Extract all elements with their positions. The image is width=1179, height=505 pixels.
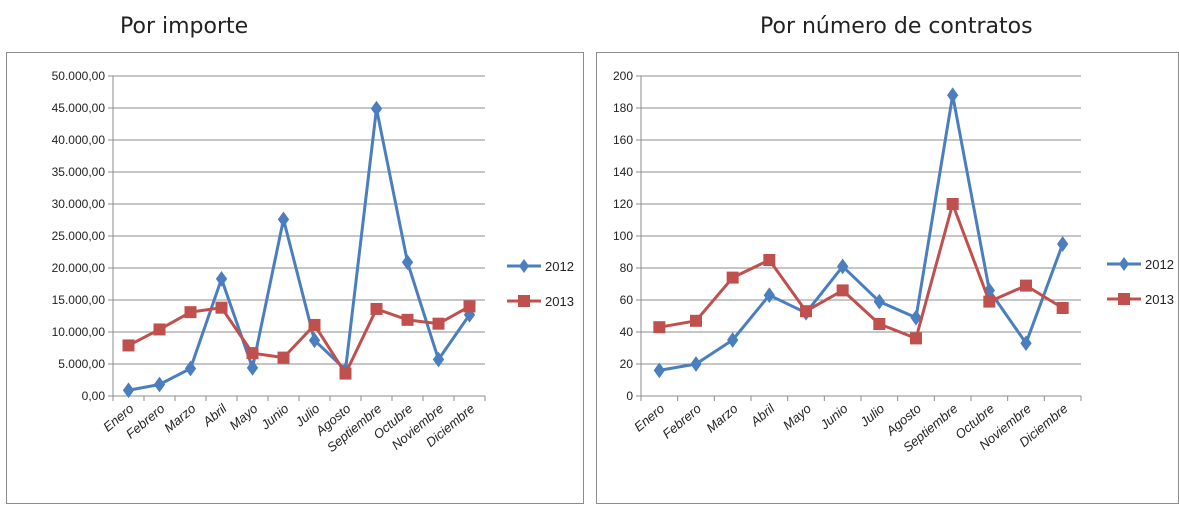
legend-label-2013: 2013 <box>1145 292 1174 307</box>
x-tick-label: Mayo <box>226 401 260 433</box>
y-tick-label: 60 <box>620 293 634 307</box>
point-2013 <box>246 347 259 360</box>
point-2012 <box>873 293 885 310</box>
y-tick-label: 200 <box>613 69 633 83</box>
point-2013 <box>690 314 702 327</box>
chart-importe: 0,00 5.000,00 10.000,00 15.000,00 20.000,00 2… <box>6 52 584 504</box>
y-tick-label: 100 <box>613 229 633 243</box>
point-2012 <box>690 356 702 372</box>
x-tick-label: Junio <box>816 401 850 433</box>
point-2013 <box>873 318 886 330</box>
series-line-2012 <box>659 93 1065 372</box>
legend-label-2012: 2012 <box>545 259 574 274</box>
point-2012 <box>370 100 383 117</box>
series-line-2012 <box>128 107 471 392</box>
point-2013 <box>339 367 352 380</box>
y-tick-label: 120 <box>613 197 633 211</box>
point-2013 <box>153 323 166 336</box>
point-2013 <box>184 306 197 319</box>
y-tick-label: 15.000,00 <box>52 293 106 307</box>
point-2013 <box>726 271 739 284</box>
point-2013 <box>308 318 321 331</box>
x-tick-label: Mayo <box>780 401 814 433</box>
point-2013 <box>910 332 922 345</box>
y-tick-label: 50.000,00 <box>52 69 106 83</box>
y-tick-label: 0,00 <box>82 389 106 403</box>
point-2012 <box>246 359 259 376</box>
point-2013 <box>370 302 383 315</box>
point-2013 <box>800 305 812 318</box>
point-2012 <box>910 309 922 326</box>
x-tick-label: Marzo <box>161 401 198 436</box>
y-tick-label: 160 <box>613 133 633 147</box>
chart-title-contratos: Por número de contratos <box>760 14 1033 39</box>
y-tick-label: 20.000,00 <box>52 261 106 275</box>
y-tick-label: 20 <box>620 357 634 371</box>
point-2012 <box>727 332 739 348</box>
point-2012 <box>837 258 849 275</box>
point-2012 <box>215 271 228 287</box>
point-2013 <box>1020 279 1032 292</box>
y-tick-label: 180 <box>613 101 633 115</box>
point-2012 <box>947 87 959 104</box>
point-2012 <box>432 351 445 368</box>
y-tick-label: 25.000,00 <box>52 229 106 243</box>
legend-label-2013: 2013 <box>545 294 574 309</box>
point-2013 <box>215 301 228 314</box>
y-tick-label: 0 <box>626 389 633 403</box>
x-tick-label: Junio <box>257 401 291 433</box>
y-tick-label: 140 <box>613 165 633 179</box>
point-2012 <box>308 332 321 349</box>
x-tick-label: Febrero <box>659 401 704 442</box>
x-tick-label: Abril <box>199 400 230 430</box>
x-tick-label: Julio <box>856 401 887 430</box>
point-2013 <box>836 284 849 297</box>
point-2013 <box>653 321 666 334</box>
y-tick-label: 10.000,00 <box>52 325 106 339</box>
point-2012 <box>763 287 775 304</box>
legend-marker-2012 <box>518 259 530 273</box>
point-2013 <box>983 295 996 308</box>
legend-marker-2013 <box>1118 293 1130 305</box>
point-2012 <box>653 362 665 379</box>
point-2013 <box>432 317 445 330</box>
y-tick-label: 40 <box>620 325 634 339</box>
point-2012 <box>277 211 290 228</box>
point-2012 <box>1057 236 1069 252</box>
legend-marker-2012 <box>1118 257 1130 271</box>
point-2012 <box>153 376 166 393</box>
point-2013 <box>1056 302 1069 314</box>
x-tick-label: Abril <box>747 400 778 430</box>
series-line-2013 <box>659 202 1064 340</box>
point-2012 <box>122 382 135 399</box>
point-2013 <box>122 339 135 352</box>
y-tick-label: 40.000,00 <box>52 133 106 147</box>
y-tick-label: 35.000,00 <box>52 165 106 179</box>
point-2013 <box>277 351 290 364</box>
point-2012 <box>1020 335 1032 352</box>
point-2013 <box>463 300 476 313</box>
y-tick-label: 30.000,00 <box>52 197 106 211</box>
chart-contratos: 0 20 40 60 80 100 120 140 160 180 200 Enero Febrero M… <box>596 52 1179 504</box>
y-tick-label: 80 <box>620 261 634 275</box>
point-2013 <box>763 254 776 266</box>
point-2013 <box>401 313 414 326</box>
legend-label-2012: 2012 <box>1145 257 1174 272</box>
x-tick-label: Marzo <box>703 401 740 436</box>
chart-importe-svg: 0,00 5.000,00 10.000,00 15.000,00 20.000,00 2… <box>52 69 574 455</box>
legend-marker-2013 <box>518 295 530 307</box>
point-2012 <box>401 254 414 271</box>
point-2013 <box>946 198 959 210</box>
y-tick-label: 5.000,00 <box>58 357 105 371</box>
point-2012 <box>184 360 197 377</box>
chart-title-importe: Por importe <box>120 14 249 39</box>
y-tick-label: 45.000,00 <box>52 101 106 115</box>
